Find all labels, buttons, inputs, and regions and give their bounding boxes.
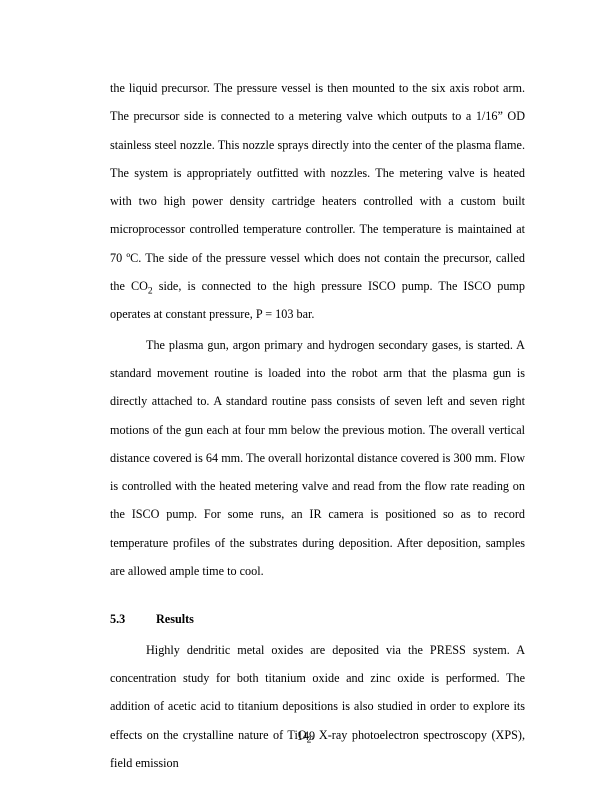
paragraph-1: the liquid precursor. The pressure vesse… bbox=[110, 74, 525, 329]
page-number: 149 bbox=[0, 729, 612, 744]
section-title: Results bbox=[156, 612, 194, 626]
paragraph-1-pre: the liquid precursor. The pressure vesse… bbox=[110, 81, 525, 293]
section-heading: 5.3Results bbox=[110, 605, 525, 633]
paragraph-3: Highly dendritic metal oxides are deposi… bbox=[110, 636, 525, 777]
page-container: the liquid precursor. The pressure vesse… bbox=[0, 0, 612, 792]
paragraph-2: The plasma gun, argon primary and hydrog… bbox=[110, 331, 525, 586]
paragraph-1-post: side, is connected to the high pressure … bbox=[110, 279, 525, 321]
section-number: 5.3 bbox=[110, 605, 156, 633]
